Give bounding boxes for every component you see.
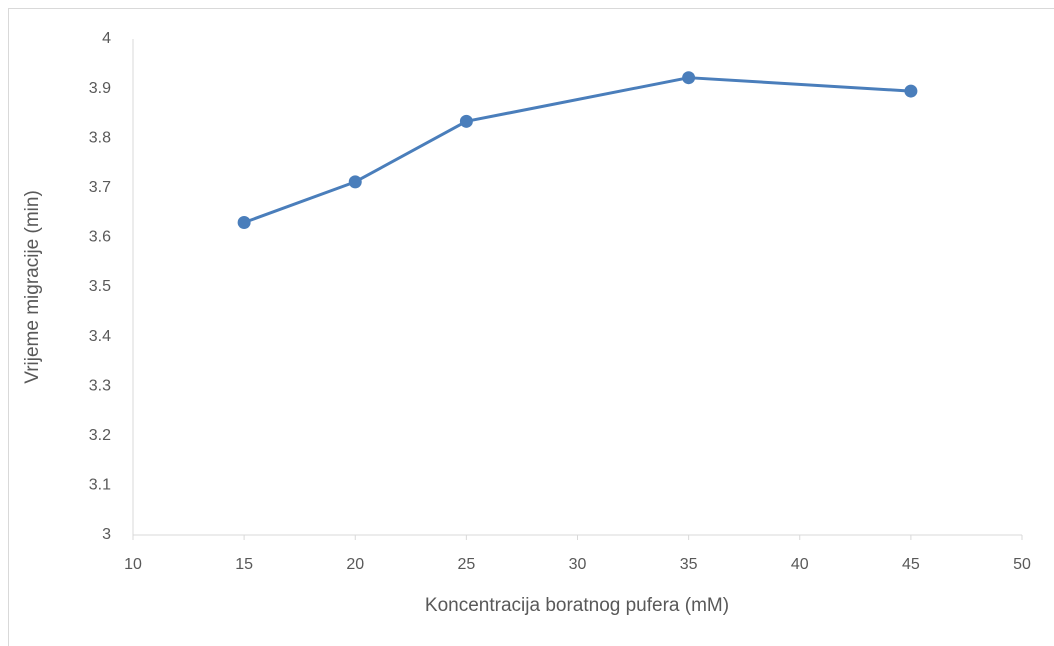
x-axis-label: Koncentracija boratnog pufera (mM) <box>425 595 729 616</box>
marker <box>237 216 251 230</box>
y-tick-label: 3.3 <box>89 377 111 394</box>
marker <box>459 114 473 128</box>
y-tick-label: 4 <box>102 30 111 47</box>
x-tick-label: 40 <box>791 556 809 573</box>
y-tick-label: 3.8 <box>89 129 111 146</box>
marker <box>348 175 362 189</box>
y-tick-label: 3 <box>102 526 111 543</box>
x-tick-label: 30 <box>569 556 587 573</box>
marker <box>682 71 696 85</box>
chart-border <box>8 8 1054 646</box>
y-tick-label: 3.7 <box>89 179 111 196</box>
y-tick-label: 3.9 <box>89 80 111 97</box>
y-tick-label: 3.4 <box>89 328 111 345</box>
y-tick-label: 3.6 <box>89 229 111 246</box>
y-axis-label: Vrijeme migracije (min) <box>22 190 43 384</box>
x-tick-label: 50 <box>1013 556 1031 573</box>
x-tick-label: 35 <box>680 556 698 573</box>
x-tick-label: 15 <box>235 556 253 573</box>
x-tick-label: 45 <box>902 556 920 573</box>
y-tick-label: 3.5 <box>89 278 111 295</box>
y-tick-label: 3.1 <box>89 477 111 494</box>
x-tick-label: 25 <box>457 556 475 573</box>
x-tick-label: 10 <box>124 556 142 573</box>
y-tick-label: 3.2 <box>89 427 111 444</box>
x-tick-label: 20 <box>346 556 364 573</box>
marker <box>904 84 918 98</box>
